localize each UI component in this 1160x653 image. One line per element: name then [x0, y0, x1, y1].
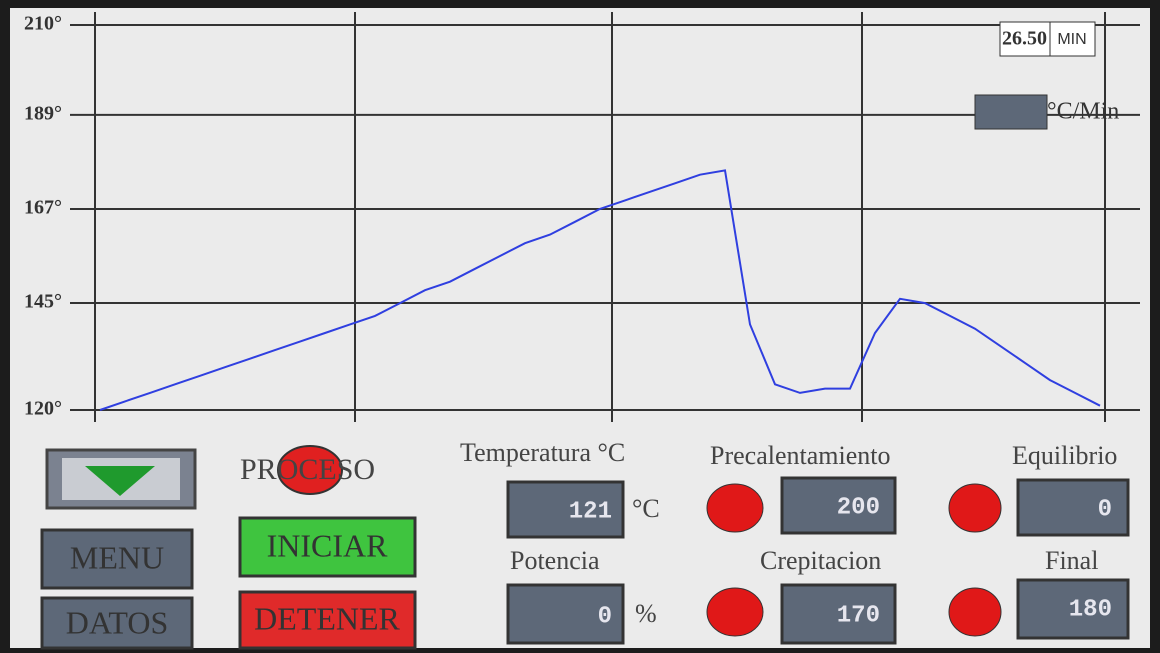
readout-value: 0	[598, 603, 612, 630]
readout-value: 200	[837, 494, 880, 521]
indicator-light	[949, 588, 1001, 636]
indicator-light	[707, 588, 763, 636]
page: 210° 189° 167° 145° 120° 26.50 MIN °C/Min ME…	[0, 0, 1160, 653]
hmi-screen: 210° 189° 167° 145° 120° 26.50 MIN °C/Min ME…	[0, 0, 1160, 653]
elapsed-unit: MIN	[1057, 31, 1086, 48]
indicator-light	[707, 484, 763, 532]
readout-value: 121	[569, 498, 612, 525]
process-label: PROCESO	[240, 453, 375, 486]
y-tick-label: 145°	[24, 291, 62, 313]
elapsed-time: 26.50	[1002, 28, 1047, 50]
readout-label: Final	[1045, 546, 1098, 575]
readout-label: Potencia	[510, 546, 600, 575]
readout-label: Precalentamiento	[710, 441, 890, 470]
readout-label: Temperatura °C	[460, 438, 625, 467]
rate-box	[975, 95, 1047, 129]
y-tick-label: 167°	[24, 197, 62, 219]
y-tick-label: 120°	[24, 398, 62, 420]
rate-unit: °C/Min	[1047, 99, 1119, 125]
readout-value: 170	[837, 602, 880, 629]
y-tick-label: 210°	[24, 13, 62, 35]
readout-value: 0	[1098, 496, 1112, 523]
readout-label: Crepitacion	[760, 546, 881, 575]
menu-label: MENU	[70, 539, 164, 575]
readout-label: Equilibrio	[1012, 441, 1117, 470]
indicator-light	[949, 484, 1001, 532]
readout-unit: °C	[632, 494, 660, 523]
readout-value: 180	[1069, 596, 1112, 623]
detener-label: DETENER	[254, 600, 400, 636]
iniciar-label: INICIAR	[267, 527, 389, 563]
readout-unit: %	[635, 599, 657, 628]
datos-label: DATOS	[66, 604, 169, 640]
y-tick-label: 189°	[24, 102, 62, 124]
